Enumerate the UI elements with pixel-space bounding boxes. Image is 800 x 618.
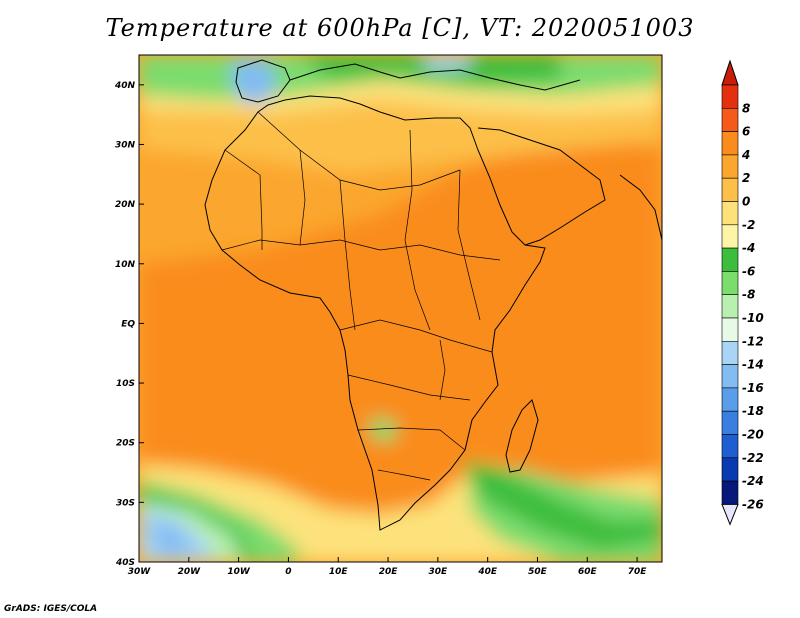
colorbar-label: -6 (742, 264, 755, 278)
south-dark-green-east (465, 460, 662, 550)
border-south-2 (357, 427, 466, 451)
lon-tick-label: 10E (329, 567, 349, 577)
angola-green (368, 418, 398, 442)
colorbar-label: -14 (742, 358, 764, 372)
lat-tick-label: 40S (115, 558, 135, 568)
lat-tick-label: 10S (116, 379, 135, 389)
colorbar-label: -20 (742, 428, 764, 442)
map-frame (138, 54, 663, 563)
lon-tick-label: 30E (429, 567, 449, 577)
colorbar-swatch (721, 294, 739, 319)
colorbar-label: 8 (742, 101, 750, 115)
colorbar-label: -16 (742, 381, 764, 395)
chart-title: Temperature at 600hPa [C], VT: 202005100… (105, 14, 695, 42)
colorbar-swatch (721, 84, 739, 109)
colorbar-label: -2 (742, 218, 755, 232)
latitude-axis: 40N 30N 20N 10N EQ 10S 20S 30S 40S (114, 81, 144, 568)
lat-tick-label: 20N (115, 200, 136, 210)
colorbar-swatch (721, 410, 739, 435)
colorbar-swatch (721, 317, 739, 342)
madagascar-coastline (505, 399, 539, 473)
lat-tick-label: 10N (115, 260, 136, 270)
country-borders (221, 111, 501, 481)
colorbar-swatch (721, 434, 739, 459)
southwest-deep-blue (150, 520, 195, 555)
border-west-1 (224, 149, 263, 250)
colorbar-swatch (721, 480, 739, 505)
colorbar-swatch (721, 177, 739, 202)
border-central-2 (404, 129, 431, 331)
colorbar-label: -8 (742, 288, 755, 302)
border-west-2 (299, 149, 306, 246)
longitude-axis: 30W 20W 10W 0 10E 20E 30E 40E 50E 60E 70E (128, 557, 648, 577)
india-coastline (619, 174, 662, 241)
colorbar-label: -12 (742, 334, 764, 348)
border-congo (339, 319, 493, 353)
border-lakes (439, 339, 446, 401)
colorbar-swatch (721, 457, 739, 482)
northern-cool-band (139, 95, 662, 175)
colorbar-label: -22 (742, 451, 764, 465)
border-south-1 (347, 374, 471, 401)
border-central-1 (339, 179, 356, 331)
temperature-field (139, 55, 662, 562)
border-south-3 (377, 469, 431, 481)
colorbar-label: -26 (742, 497, 764, 511)
colorbar-label: 4 (741, 148, 750, 162)
lon-tick-label: 60E (578, 567, 598, 577)
colorbar-label: 0 (742, 195, 750, 209)
border-sahara (257, 111, 461, 191)
lon-tick-label: 0 (285, 567, 291, 577)
colorbar-swatch (721, 154, 739, 179)
colorbar-bottom-arrow (721, 503, 739, 526)
colorbar: 8 6 4 2 0 -2 -4 -6 -8 -10 -12 -14 -16 -18 -20 -22 -24 -26 (721, 59, 764, 526)
colorbar-swatch (721, 131, 739, 156)
colorbar-top-arrow (721, 59, 739, 86)
europe-coastline (289, 63, 581, 91)
colorbar-swatch (721, 224, 739, 249)
lat-tick-label: 30S (116, 498, 135, 508)
africa-coastline (204, 95, 546, 531)
colorbar-swatch (721, 387, 739, 412)
colorbar-swatch (721, 271, 739, 295)
colorbar-swatch (721, 108, 739, 132)
colorbar-label: -24 (742, 474, 764, 488)
lon-tick-label: 50E (528, 567, 548, 577)
colorbar-label: 6 (742, 125, 750, 139)
colorbar-swatch (721, 247, 739, 272)
colorbar-label: 2 (742, 171, 750, 185)
colorbar-swatch (721, 340, 739, 365)
lat-tick-label: EQ (121, 319, 135, 329)
lon-tick-label: 20E (379, 567, 399, 577)
arabia-coastline (477, 127, 606, 246)
lat-tick-label: 20S (116, 439, 135, 449)
lat-tick-label: 40N (114, 81, 136, 91)
colorbar-label: -4 (742, 241, 755, 255)
border-sahel (221, 239, 501, 261)
colorbar-swatch (721, 364, 739, 389)
colorbar-label: -18 (742, 404, 764, 418)
colorbar-label: -10 (742, 311, 764, 325)
coastlines (204, 59, 662, 531)
lon-tick-label: 20W (178, 567, 202, 577)
lon-tick-label: 10W (227, 567, 251, 577)
border-east (457, 169, 481, 321)
north-light-blue (420, 55, 470, 70)
lon-tick-label: 40E (477, 567, 498, 577)
lon-tick-label: 30W (128, 567, 152, 577)
colorbar-swatch (721, 201, 739, 226)
lon-tick-label: 70E (628, 567, 648, 577)
iberia-blue (232, 58, 278, 104)
iberia-coastline (235, 59, 291, 103)
lat-tick-label: 30N (115, 140, 136, 150)
grads-credit: GrADS: IGES/COLA (4, 604, 98, 614)
